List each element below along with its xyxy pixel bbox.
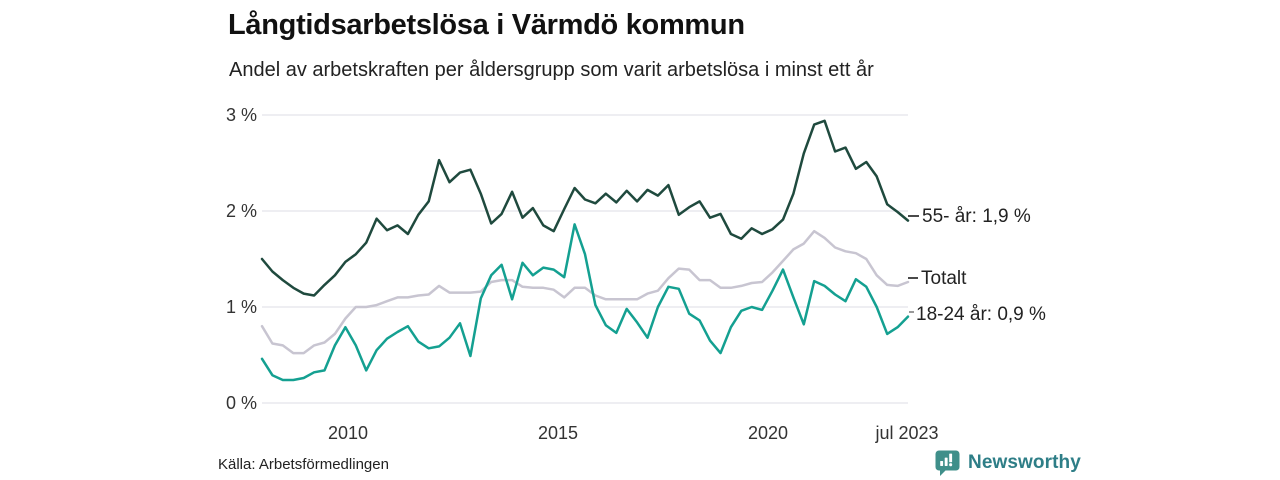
leader-dash: [908, 277, 918, 279]
series-end-label-18-24: 18-24 år: 0,9 %: [916, 304, 1046, 325]
leader-dash: [908, 215, 919, 217]
series-line-55-r: [260, 119, 910, 297]
series-end-label-55: 55- år: 1,9 %: [922, 206, 1031, 227]
series-line-18-24-r: [260, 223, 910, 382]
x-axis-tick-label: 2015: [537, 423, 579, 443]
y-axis-tick-label: 0 %: [225, 393, 257, 413]
leader-dash: [909, 311, 914, 313]
page-subtitle: Andel av arbetskraften per åldersgrupp s…: [229, 59, 874, 81]
y-axis-tick-label: 1 %: [225, 297, 257, 317]
x-axis-tick-label: 2010: [327, 423, 369, 443]
newsworthy-logo-icon: [935, 450, 960, 476]
series-line-totalt: [260, 229, 910, 355]
newsworthy-wordmark: Newsworthy: [968, 452, 1081, 473]
series-end-label-totalt: Totalt: [921, 268, 967, 289]
x-axis-tick-label: 2020: [747, 423, 789, 443]
y-axis-tick-label: 3 %: [225, 105, 257, 125]
page-title: Långtidsarbetslösa i Värmdö kommun: [228, 9, 745, 41]
newsworthy-logo: Newsworthy: [934, 449, 1081, 477]
source-note: Källa: Arbetsförmedlingen: [218, 456, 389, 473]
x-axis-tick-label: jul 2023: [875, 423, 939, 443]
y-axis-tick-label: 2 %: [225, 201, 257, 221]
